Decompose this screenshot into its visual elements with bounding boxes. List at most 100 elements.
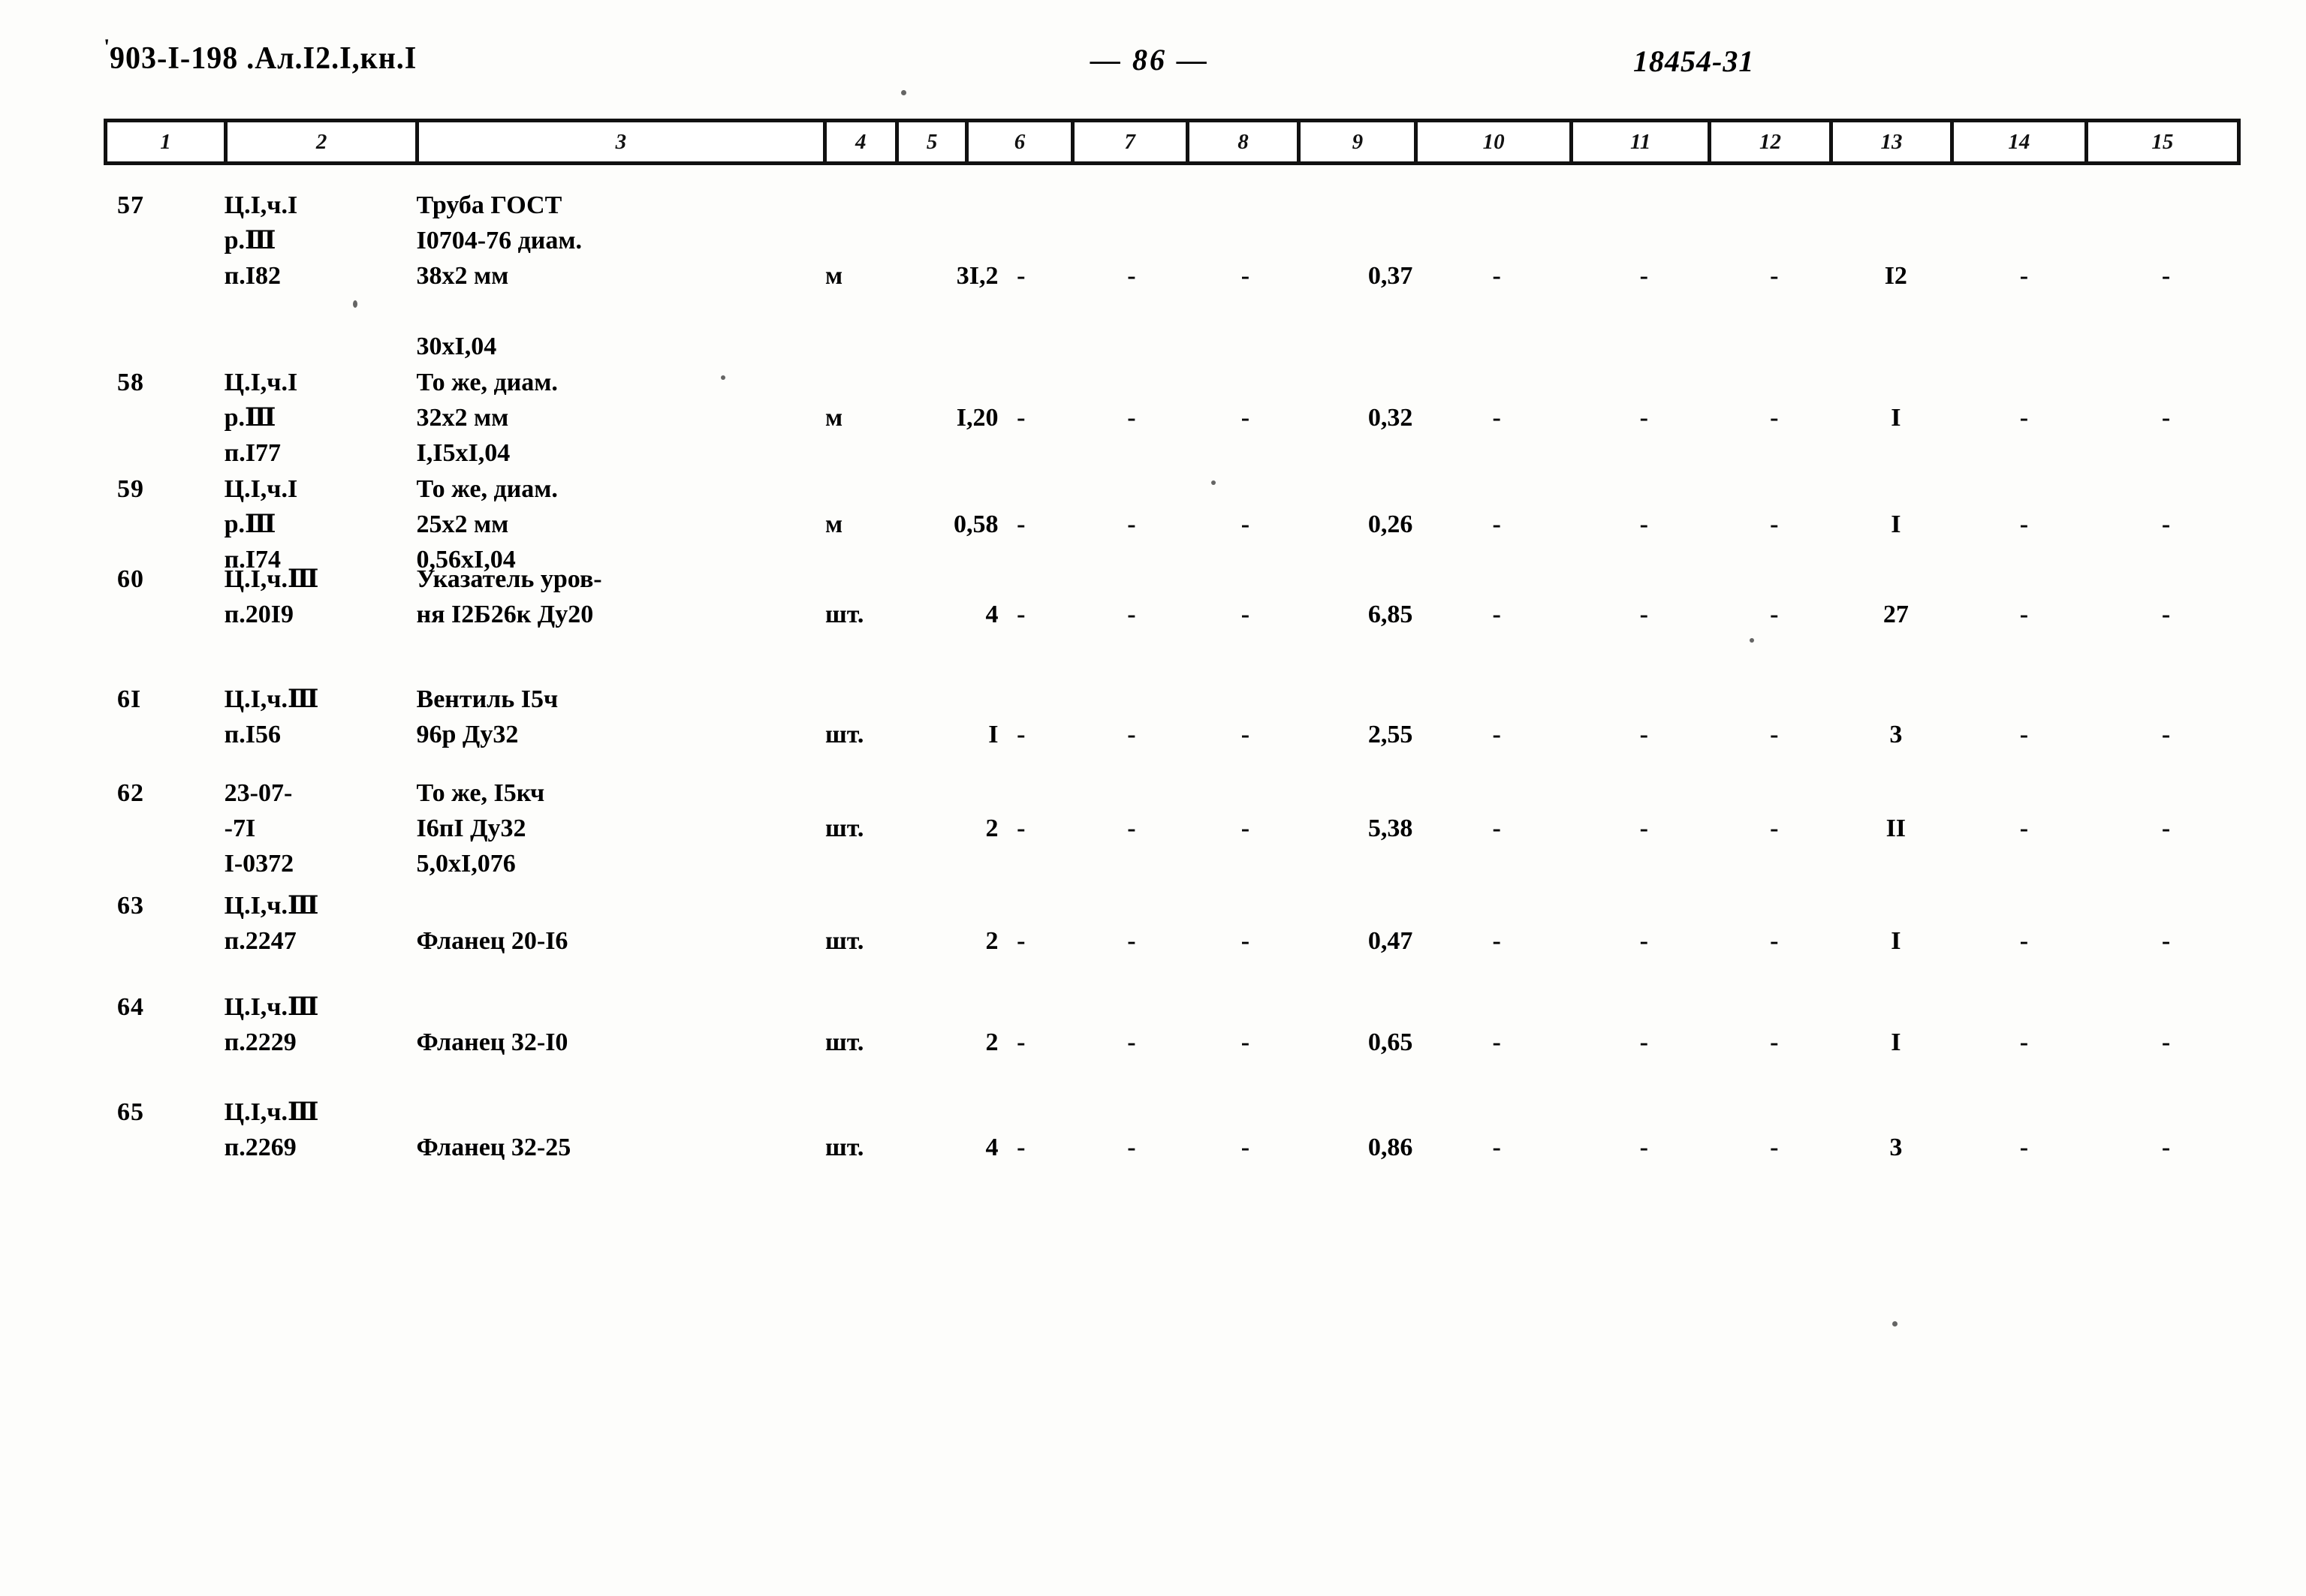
item-description: Фланец 32-I0	[417, 989, 915, 1060]
table-row: 62 23-07- -7I I-0372 То же, I5кч I6пI Ду32 5,0…	[104, 775, 2241, 926]
value-col-7: -	[1127, 404, 1136, 432]
quantity: I	[988, 721, 999, 748]
table-row: 65 Ц.I,ч.Ⅲ п.2269 Фланец 32-25 шт. 4- - -0,86-…	[104, 1095, 2241, 1245]
value-col-9: 0,32	[1367, 404, 1413, 432]
column-number-15: 15	[2151, 129, 2174, 154]
quantity: 0,58	[953, 510, 999, 538]
value-col-15: -	[2161, 927, 2171, 955]
item-description-line: I0704-76 диам.	[416, 227, 583, 254]
table-row: 64 Ц.I,ч.Ⅲ п.2229 Фланец 32-I0 шт. 2- - -0,65-…	[104, 989, 2241, 1140]
value-col-8: -	[1240, 1134, 1250, 1161]
item-code-line: 23-07-	[224, 779, 293, 807]
archive-stamp: 18454-31	[1633, 44, 1755, 78]
unit-of-measure: м	[824, 262, 843, 290]
value-col-7: -	[1127, 721, 1136, 748]
item-code-line: Ц.I,ч.I	[224, 191, 298, 219]
item-code: Ц.I,ч.I р.Ⅲ п.I74	[225, 471, 447, 577]
value-col-14: -	[2019, 262, 2029, 290]
table-row: 63 Ц.I,ч.Ⅲ п.2247 Фланец 20-I6 шт. 2- - -0,47-…	[104, 888, 2241, 1038]
item-code-line: I-0372	[224, 850, 294, 878]
item-description-line: 0,56хI,04	[416, 546, 516, 574]
value-col-13: I	[1891, 1028, 1901, 1056]
value-col-9: 0,47	[1367, 927, 1413, 955]
item-description-line	[417, 294, 915, 329]
item-code: Ц.I,ч.I р.Ⅲ п.I77	[225, 365, 447, 471]
value-col-7: -	[1127, 815, 1136, 842]
row-number: 57	[117, 191, 144, 219]
item-description-line: 96р Ду32	[416, 721, 519, 748]
item-code: 23-07- -7I I-0372	[225, 775, 447, 881]
quantity: 3I,2	[956, 262, 999, 290]
value-col-8: -	[1240, 721, 1250, 748]
value-col-9: 0,26	[1367, 510, 1413, 538]
value-col-7: -	[1127, 1028, 1136, 1056]
item-description-line: То же, диам.	[416, 475, 558, 503]
value-col-6: -	[1017, 721, 1026, 748]
page-header: ' 903-I-198 .Ал.I2.I,кн.I — 86 — 18454-3…	[0, 35, 2306, 84]
value-col-14: -	[2019, 510, 2029, 538]
value-col-8: -	[1240, 262, 1250, 290]
value-col-12: -	[1770, 404, 1779, 432]
value-col-12: -	[1770, 721, 1779, 748]
table-row: 60 Ц.I,ч.Ⅲ п.20I9 Указатель уров-ня I2Б26к …	[104, 562, 2241, 712]
item-description-line: Фланец 32-I0	[416, 1028, 568, 1056]
value-col-8: -	[1240, 510, 1250, 538]
quantity: I,20	[956, 404, 999, 432]
quantity: 2	[985, 815, 999, 842]
table-row: 57 Ц.I,ч.I р.Ⅲ п.I82 Труба ГОСТ I0704-76 диам…	[104, 188, 2241, 360]
column-number-6: 6	[969, 122, 1075, 161]
value-col-6: -	[1017, 601, 1026, 628]
item-code-line: п.2269	[224, 1134, 297, 1161]
item-code-line: п.I74	[224, 546, 281, 574]
value-col-11: -	[1639, 601, 1648, 628]
unit-of-measure: шт.	[824, 1028, 864, 1056]
value-col-9: 5,38	[1367, 815, 1413, 842]
item-code-line: Ц.I,ч.I	[224, 475, 298, 503]
item-description: Фланец 32-25	[417, 1095, 915, 1165]
value-col-12: -	[1770, 601, 1779, 628]
column-number-3: 3	[419, 122, 827, 161]
item-code: Ц.I,ч.Ⅲ п.2269	[225, 1095, 447, 1165]
column-number-7: 7	[1075, 122, 1189, 161]
item-description-line: 38х2 мм	[416, 262, 509, 290]
item-description: Фланец 20-I6	[417, 888, 915, 959]
value-col-7: -	[1127, 510, 1136, 538]
value-col-6: -	[1017, 815, 1026, 842]
value-col-11: -	[1639, 815, 1648, 842]
item-code-line: п.2247	[224, 927, 297, 955]
row-number: 65	[117, 1098, 144, 1126]
item-code: Ц.I,ч.Ⅲ п.2229	[225, 989, 447, 1060]
scan-speck	[901, 90, 906, 95]
value-col-6: -	[1017, 1134, 1026, 1161]
item-code-line: -7I	[224, 815, 256, 842]
value-col-10: -	[1492, 1028, 1501, 1056]
item-code-line: п.2229	[224, 1028, 297, 1056]
column-number-1: 1	[107, 122, 228, 161]
value-col-11: -	[1639, 721, 1648, 748]
page-number: — 86 —	[1090, 43, 1209, 77]
value-col-14: -	[2019, 601, 2029, 628]
column-number-8: 8	[1189, 122, 1301, 161]
value-col-13: I	[1891, 927, 1901, 955]
item-description-line: Вентиль I5ч	[416, 685, 559, 713]
row-number: 58	[117, 369, 144, 396]
scan-speck	[1211, 480, 1216, 485]
value-col-9: 6,85	[1367, 601, 1413, 628]
value-col-10: -	[1492, 404, 1501, 432]
value-col-13: 27	[1882, 601, 1909, 628]
item-description: Указатель уров-ня I2Б26к Ду20	[417, 562, 915, 632]
row-number: 64	[117, 993, 144, 1021]
item-description-line: 5,0хI,076	[416, 850, 516, 878]
column-number-2: 2	[228, 122, 420, 161]
item-description-line: I6пI Ду32	[416, 815, 526, 842]
column-number-5: 5	[899, 122, 969, 161]
value-col-6: -	[1017, 262, 1026, 290]
value-col-15: -	[2161, 404, 2171, 432]
value-col-14: -	[2019, 815, 2029, 842]
value-col-15: -	[2161, 815, 2171, 842]
item-description-line	[417, 1095, 915, 1130]
value-col-10: -	[1492, 510, 1501, 538]
row-number: 59	[117, 475, 144, 503]
document-code: 903-I-198 .Ал.I2.I,кн.I	[110, 40, 417, 76]
item-description-line: I,I5хI,04	[416, 439, 511, 467]
